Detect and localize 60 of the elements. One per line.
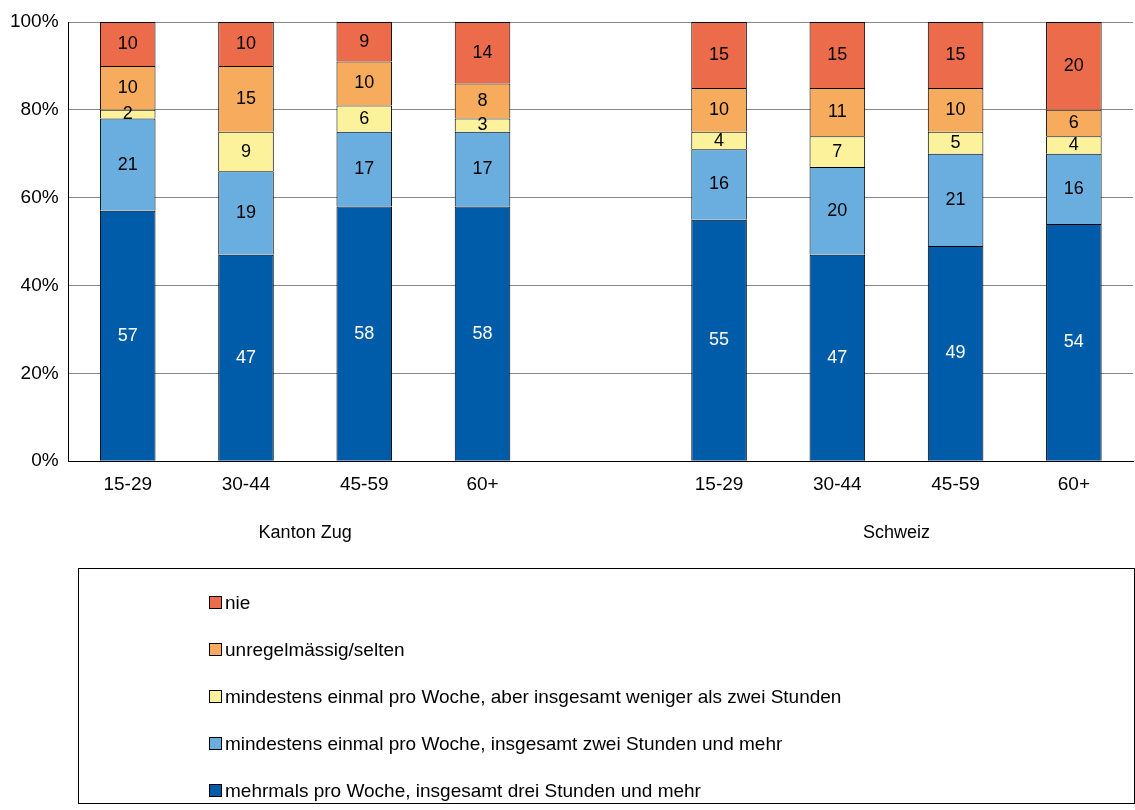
data-label: 21 — [945, 188, 966, 209]
data-label: 9 — [240, 140, 251, 161]
data-label: 10 — [354, 72, 375, 93]
data-label: 16 — [1063, 177, 1084, 198]
data-label: 21 — [117, 153, 138, 174]
y-tick-label: 40% — [20, 273, 59, 295]
x-tick-label: 30-44 — [813, 472, 863, 494]
legend-label: nie — [225, 591, 251, 614]
y-tick-label: 100% — [9, 10, 59, 32]
text: Schweiz — [862, 522, 930, 543]
x-tick-label: 45-59 — [931, 472, 980, 494]
x-tick-label: 15-29 — [103, 472, 153, 494]
legend-label: mindestens einmal pro Woche, insgesamt zwei Stunden und mehr — [225, 732, 783, 755]
data-label: 10 — [945, 98, 966, 119]
data-label: 19 — [235, 202, 257, 223]
data-label: 10 — [117, 32, 138, 53]
data-label: 20 — [1063, 54, 1084, 75]
data-label: 54 — [1063, 331, 1084, 352]
legend-label: unregelmässig/selten — [225, 638, 405, 661]
data-label: 4 — [1068, 133, 1079, 154]
data-label: 58 — [354, 322, 375, 343]
data-label: 15 — [827, 43, 848, 64]
data-label: 14 — [472, 41, 493, 62]
data-label: 5 — [950, 131, 961, 152]
data-label: 6 — [1068, 111, 1079, 132]
data-label: 10 — [117, 76, 138, 97]
y-tick-label: 0% — [31, 449, 59, 471]
y-tick-label: 80% — [20, 98, 59, 120]
data-label: 55 — [709, 329, 730, 350]
data-label: 3 — [477, 114, 488, 135]
legend-label: mindestens einmal pro Woche, aber insgesamt weniger als zwei Stunden — [225, 685, 842, 708]
data-label: 15 — [945, 43, 966, 64]
data-label: 6 — [359, 107, 370, 128]
data-label: 47 — [827, 346, 848, 367]
data-label: 9 — [359, 30, 370, 51]
text: Kanton Zug — [258, 522, 352, 543]
data-label: 16 — [709, 173, 730, 194]
data-label: 4 — [714, 129, 725, 150]
y-tick-label: 60% — [20, 185, 59, 207]
data-label: 17 — [472, 158, 493, 179]
data-label: 58 — [472, 322, 493, 343]
data-label: 15 — [709, 43, 730, 64]
y-tick-label: 20% — [20, 361, 59, 383]
data-label: 10 — [709, 98, 730, 119]
data-label: 20 — [827, 199, 848, 220]
x-tick-label: 45-59 — [339, 472, 389, 494]
data-label: 7 — [832, 140, 843, 161]
x-tick-label: 30-44 — [221, 472, 271, 494]
data-label: 49 — [945, 342, 966, 363]
data-label: 11 — [827, 101, 847, 121]
legend-label: mehrmals pro Woche, insgesamt drei Stunden und mehr — [225, 779, 701, 802]
x-tick-label: 15-29 — [694, 472, 744, 494]
data-label: 15 — [235, 87, 257, 108]
x-tick-label: 60+ — [466, 472, 499, 494]
data-label: 17 — [354, 158, 375, 179]
x-tick-label: 60+ — [1057, 472, 1090, 494]
data-label: 57 — [117, 324, 138, 345]
data-label: 10 — [235, 32, 257, 53]
data-label: 8 — [477, 90, 488, 111]
data-label: 47 — [235, 346, 257, 367]
